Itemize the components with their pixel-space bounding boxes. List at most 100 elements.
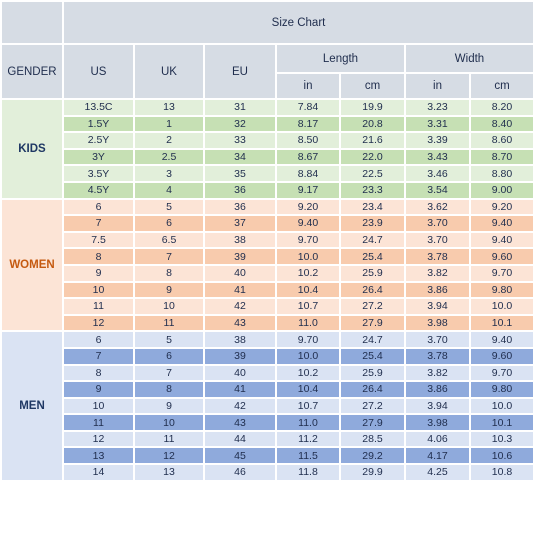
size-cell: 3.78	[404, 247, 471, 266]
size-cell: 9.70	[468, 263, 533, 283]
table-row: 8 7 40 10.2 25.9 3.82 9.70	[1, 363, 533, 383]
size-cell: 34	[203, 147, 277, 167]
size-cell: 3.78	[404, 346, 471, 366]
size-cell: 9.40	[468, 330, 533, 349]
size-cell: 24.7	[339, 330, 406, 349]
size-cell: 39	[203, 346, 277, 366]
size-cell: 3.46	[404, 164, 471, 183]
size-cell: 3.86	[404, 280, 471, 300]
size-cell: 3.70	[404, 214, 471, 233]
size-cell: 9.70	[468, 363, 533, 383]
size-cell: 23.9	[339, 214, 406, 233]
size-cell: 22.5	[339, 164, 406, 183]
size-cell: 4.25	[404, 463, 471, 482]
size-cell: 8	[133, 380, 205, 399]
column-header: GENDER	[0, 43, 64, 100]
size-cell: 8.50	[275, 131, 341, 150]
table-row: 10 9 42 10.7 27.2 3.94 10.0	[1, 396, 533, 416]
table-row: 3Y 2.5 34 8.67 22.0 3.43 8.70	[1, 147, 533, 167]
size-cell: 10.7	[275, 396, 341, 416]
size-cell: 8	[62, 363, 135, 383]
size-cell: 23.4	[339, 197, 406, 217]
size-cell: 8.20	[468, 98, 533, 117]
table-row: 8 7 39 10.0 25.4 3.78 9.60	[1, 247, 533, 266]
size-cell: 7	[133, 363, 205, 383]
subcolumn-header: cm	[339, 72, 406, 100]
table-row: GENDER US UK EU Length Width	[0, 43, 533, 100]
size-cell: 3.23	[404, 98, 471, 117]
size-cell: 20.8	[339, 114, 406, 134]
size-cell: 8.17	[275, 114, 341, 134]
size-cell: 8.60	[468, 131, 533, 150]
table-row: Size Chart	[0, 0, 533, 45]
size-cell: 26.4	[339, 380, 406, 399]
size-cell: 6	[62, 330, 135, 349]
size-cell: 25.4	[339, 346, 406, 366]
size-cell: 11.0	[275, 413, 341, 432]
size-cell: 8.80	[468, 164, 533, 183]
size-cell: 9	[133, 396, 205, 416]
size-cell: 40	[203, 363, 277, 383]
size-cell: 10.6	[468, 446, 533, 466]
size-cell: 9.40	[275, 214, 341, 233]
size-cell: 7.84	[275, 98, 341, 117]
size-cell: 9.40	[468, 214, 533, 233]
size-cell: 12	[62, 429, 135, 449]
size-cell: 9.17	[275, 180, 341, 200]
size-cell: 4	[133, 180, 205, 200]
size-cell: 40	[203, 263, 277, 283]
size-cell: 42	[203, 297, 277, 316]
size-cell: 13	[62, 446, 135, 466]
size-cell: 3.86	[404, 380, 471, 399]
size-cell: 9.80	[468, 380, 533, 399]
table-row: 11 10 42 10.7 27.2 3.94 10.0	[1, 297, 533, 316]
size-cell: 26.4	[339, 280, 406, 300]
size-cell: 9.20	[468, 197, 533, 217]
table-row: 7 6 37 9.40 23.9 3.70 9.40	[1, 214, 533, 233]
size-cell: 12	[62, 313, 135, 333]
size-cell: 10	[133, 413, 205, 432]
size-cell: 10	[62, 280, 135, 300]
size-cell: 32	[203, 114, 277, 134]
size-cell: 3	[133, 164, 205, 183]
size-cell: 9	[133, 280, 205, 300]
size-cell: 3.82	[404, 263, 471, 283]
subcolumn-header: cm	[468, 72, 533, 100]
size-cell: 8.70	[468, 147, 533, 167]
size-cell: 4.06	[404, 429, 471, 449]
size-cell: 9.20	[275, 197, 341, 217]
size-cell: 5	[133, 330, 205, 349]
size-cell: 3.54	[404, 180, 471, 200]
size-cell: 7.5	[62, 230, 135, 250]
size-cell: 38	[203, 230, 277, 250]
size-cell: 39	[203, 247, 277, 266]
size-cell: 22.0	[339, 147, 406, 167]
table-row: KIDS 13.5C 13 31 7.84 19.9 3.23 8.20	[0, 98, 533, 200]
size-cell: 10	[62, 396, 135, 416]
size-cell: 11	[133, 429, 205, 449]
size-cell: 6.5	[133, 230, 205, 250]
size-cell: 11.5	[275, 446, 341, 466]
size-cell: 9.80	[468, 280, 533, 300]
size-cell: 7	[62, 346, 135, 366]
table-row: 4.5Y 4 36 9.17 23.3 3.54 9.00	[1, 180, 533, 200]
size-cell: 24.7	[339, 230, 406, 250]
size-cell: 3.70	[404, 230, 471, 250]
size-cell: 10.4	[275, 280, 341, 300]
size-cell: 5	[133, 197, 205, 217]
column-header: EU	[203, 43, 277, 100]
size-cell: 41	[203, 380, 277, 399]
size-cell: 8.84	[275, 164, 341, 183]
column-header: Width	[403, 43, 533, 74]
size-cell: 3Y	[62, 147, 135, 167]
size-cell: 46	[203, 463, 277, 482]
size-cell: 43	[203, 413, 277, 432]
size-cell: 44	[203, 429, 277, 449]
size-cell: 3.94	[404, 396, 471, 416]
size-cell: 10.0	[275, 247, 341, 266]
size-cell: 10.4	[275, 380, 341, 399]
size-cell: 14	[62, 463, 135, 482]
size-cell: 25.4	[339, 247, 406, 266]
size-cell: 11	[62, 297, 135, 316]
